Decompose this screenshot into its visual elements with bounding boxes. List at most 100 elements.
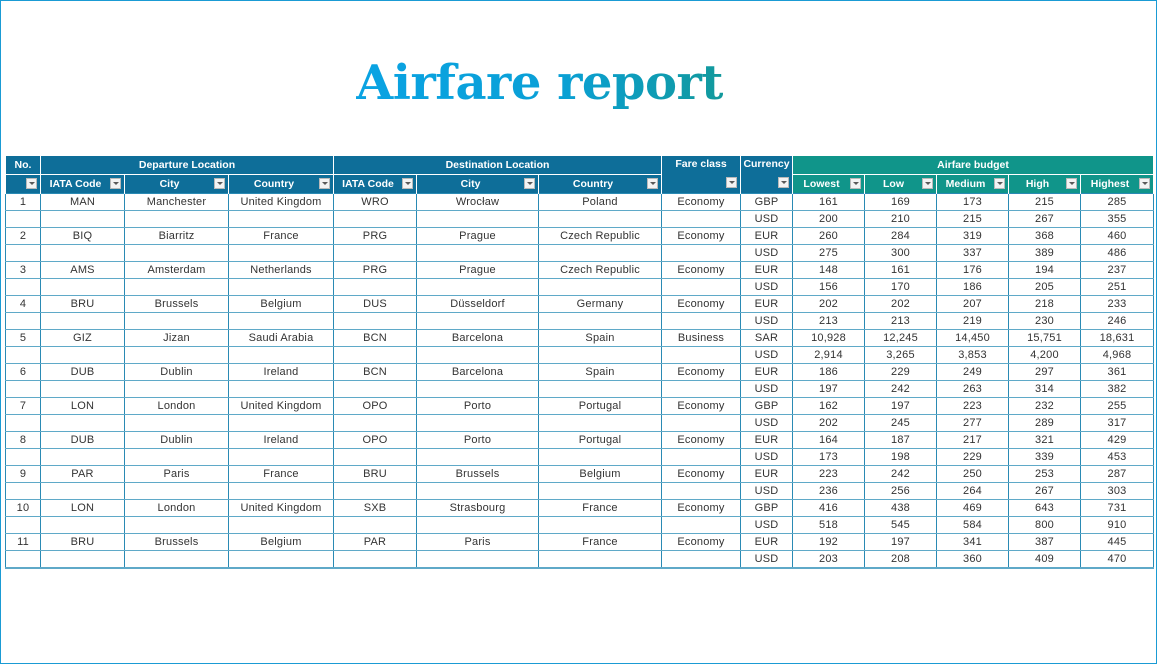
cell-lowest[interactable]: 2,914 — [792, 346, 865, 364]
cell-dest-country[interactable]: Belgium — [538, 465, 662, 483]
cell-no[interactable]: 3 — [5, 261, 41, 279]
cell-dep-country[interactable] — [228, 312, 334, 330]
cell-high[interactable]: 387 — [1008, 533, 1081, 551]
dep-city-filter-dropdown-icon[interactable] — [214, 178, 225, 189]
cell-currency[interactable]: EUR — [740, 533, 793, 551]
cell-highest[interactable]: 731 — [1080, 499, 1154, 517]
cell-currency[interactable]: EUR — [740, 431, 793, 449]
cell-dep-city[interactable]: Paris — [124, 465, 229, 483]
cell-currency[interactable]: USD — [740, 346, 793, 364]
cell-fare-class[interactable]: Economy — [661, 465, 741, 483]
cell-no[interactable]: 11 — [5, 533, 41, 551]
cell-low[interactable]: 169 — [864, 193, 937, 211]
cell-low[interactable]: 438 — [864, 499, 937, 517]
cell-dep-country[interactable]: United Kingdom — [228, 397, 334, 415]
cell-high[interactable]: 314 — [1008, 380, 1081, 398]
cell-dep-city[interactable] — [124, 482, 229, 500]
cell-dep-city[interactable]: London — [124, 397, 229, 415]
cell-fare-class[interactable] — [661, 448, 741, 466]
cell-low[interactable]: 284 — [864, 227, 937, 245]
cell-highest[interactable]: 303 — [1080, 482, 1154, 500]
cell-fare-class[interactable] — [661, 414, 741, 432]
medium-filter-dropdown-icon[interactable] — [994, 178, 1005, 189]
cell-dep-country[interactable] — [228, 380, 334, 398]
cell-low[interactable]: 3,265 — [864, 346, 937, 364]
cell-fare-class[interactable]: Economy — [661, 261, 741, 279]
cell-dest-iata[interactable]: BCN — [333, 329, 417, 347]
cell-dep-iata[interactable] — [40, 482, 125, 500]
cell-fare-class[interactable]: Economy — [661, 397, 741, 415]
cell-dest-city[interactable] — [416, 448, 539, 466]
cell-low[interactable]: 242 — [864, 465, 937, 483]
cell-lowest[interactable]: 203 — [792, 550, 865, 569]
cell-currency[interactable]: USD — [740, 516, 793, 534]
cell-lowest[interactable]: 518 — [792, 516, 865, 534]
cell-medium[interactable]: 229 — [936, 448, 1009, 466]
cell-dest-iata[interactable]: PRG — [333, 227, 417, 245]
cell-no[interactable] — [5, 312, 41, 330]
cell-dest-country[interactable] — [538, 380, 662, 398]
cell-dep-iata[interactable] — [40, 516, 125, 534]
cell-no[interactable]: 1 — [5, 193, 41, 211]
cell-dest-country[interactable]: Portugal — [538, 431, 662, 449]
cell-highest[interactable]: 460 — [1080, 227, 1154, 245]
highest-filter-dropdown-icon[interactable] — [1139, 178, 1150, 189]
cell-lowest[interactable]: 148 — [792, 261, 865, 279]
cell-dest-iata[interactable] — [333, 210, 417, 228]
cell-no[interactable] — [5, 516, 41, 534]
dest-city-filter-dropdown-icon[interactable] — [524, 178, 535, 189]
cell-dest-iata[interactable]: BRU — [333, 465, 417, 483]
cell-dep-country[interactable]: Netherlands — [228, 261, 334, 279]
cell-dest-iata[interactable]: OPO — [333, 397, 417, 415]
cell-dest-country[interactable]: France — [538, 499, 662, 517]
cell-lowest[interactable]: 200 — [792, 210, 865, 228]
cell-dest-country[interactable]: Czech Republic — [538, 227, 662, 245]
cell-dest-country[interactable]: Germany — [538, 295, 662, 313]
cell-highest[interactable]: 4,968 — [1080, 346, 1154, 364]
cell-fare-class[interactable]: Business — [661, 329, 741, 347]
cell-dest-iata[interactable] — [333, 380, 417, 398]
cell-no[interactable]: 9 — [5, 465, 41, 483]
cell-dest-city[interactable]: Barcelona — [416, 363, 539, 381]
cell-dest-iata[interactable]: BCN — [333, 363, 417, 381]
cell-highest[interactable]: 470 — [1080, 550, 1154, 569]
cell-high[interactable]: 15,751 — [1008, 329, 1081, 347]
cell-high[interactable]: 289 — [1008, 414, 1081, 432]
cell-lowest[interactable]: 173 — [792, 448, 865, 466]
cell-low[interactable]: 208 — [864, 550, 937, 569]
dep-country-filter-dropdown-icon[interactable] — [319, 178, 330, 189]
cell-dep-city[interactable]: Biarritz — [124, 227, 229, 245]
dest-country-filter-dropdown-icon[interactable] — [647, 178, 658, 189]
cell-low[interactable]: 197 — [864, 533, 937, 551]
cell-low[interactable]: 202 — [864, 295, 937, 313]
cell-high[interactable]: 205 — [1008, 278, 1081, 296]
cell-dep-city[interactable] — [124, 380, 229, 398]
cell-currency[interactable]: USD — [740, 380, 793, 398]
cell-currency[interactable]: EUR — [740, 261, 793, 279]
cell-dep-country[interactable]: France — [228, 465, 334, 483]
cell-medium[interactable]: 319 — [936, 227, 1009, 245]
cell-low[interactable]: 245 — [864, 414, 937, 432]
cell-no[interactable] — [5, 414, 41, 432]
cell-dest-country[interactable] — [538, 244, 662, 262]
cell-dep-iata[interactable]: DUB — [40, 431, 125, 449]
cell-lowest[interactable]: 162 — [792, 397, 865, 415]
cell-dep-iata[interactable] — [40, 210, 125, 228]
cell-dest-country[interactable]: Spain — [538, 329, 662, 347]
cell-lowest[interactable]: 197 — [792, 380, 865, 398]
cell-low[interactable]: 229 — [864, 363, 937, 381]
cell-dest-city[interactable]: Strasbourg — [416, 499, 539, 517]
cell-dest-iata[interactable] — [333, 550, 417, 569]
cell-lowest[interactable]: 236 — [792, 482, 865, 500]
cell-fare-class[interactable]: Economy — [661, 227, 741, 245]
cell-medium[interactable]: 341 — [936, 533, 1009, 551]
cell-dep-iata[interactable] — [40, 380, 125, 398]
cell-dest-country[interactable] — [538, 312, 662, 330]
cell-dest-country[interactable] — [538, 550, 662, 569]
cell-highest[interactable]: 361 — [1080, 363, 1154, 381]
cell-dest-city[interactable] — [416, 278, 539, 296]
cell-dest-city[interactable]: Barcelona — [416, 329, 539, 347]
cell-no[interactable] — [5, 550, 41, 569]
cell-lowest[interactable]: 213 — [792, 312, 865, 330]
cell-fare-class[interactable] — [661, 550, 741, 569]
